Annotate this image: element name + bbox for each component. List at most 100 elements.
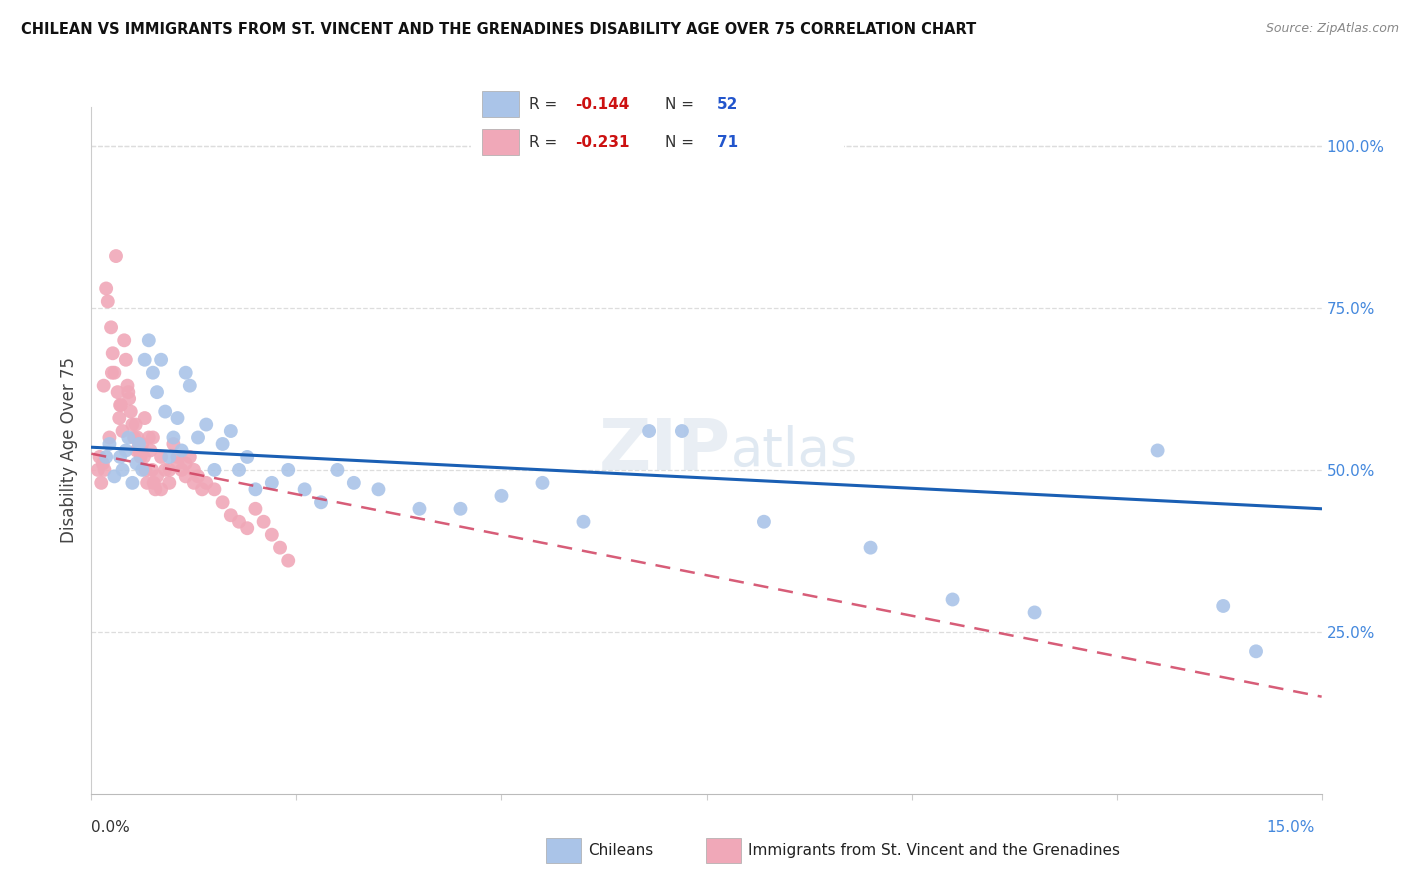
Point <box>277 463 299 477</box>
Point <box>105 249 127 263</box>
Point <box>112 334 135 348</box>
Point <box>174 469 197 483</box>
Point <box>125 457 148 471</box>
Text: 0.0%: 0.0% <box>91 821 131 835</box>
Point <box>187 469 209 483</box>
Point <box>89 450 111 464</box>
Text: 15.0%: 15.0% <box>1267 821 1315 835</box>
Point <box>326 463 349 477</box>
Point <box>941 592 963 607</box>
Point <box>93 378 115 392</box>
Point <box>211 495 233 509</box>
Point <box>124 417 148 432</box>
FancyBboxPatch shape <box>460 78 855 168</box>
Point <box>122 430 145 444</box>
Point <box>1146 443 1168 458</box>
Point <box>103 366 125 380</box>
Point <box>114 443 138 458</box>
Point <box>111 463 134 477</box>
Point <box>1024 606 1046 620</box>
Point <box>211 437 233 451</box>
Point <box>121 475 143 490</box>
Point <box>219 508 242 523</box>
Point <box>309 495 332 509</box>
Text: atlas: atlas <box>731 425 859 476</box>
Point <box>367 483 389 497</box>
Point <box>125 443 148 458</box>
Point <box>121 417 143 432</box>
Point <box>531 475 554 490</box>
Point <box>103 469 125 483</box>
Point <box>132 450 155 464</box>
Point <box>114 352 138 367</box>
Point <box>162 430 184 444</box>
Point <box>170 443 193 458</box>
Point <box>179 378 201 392</box>
Point <box>96 450 117 464</box>
Point <box>449 501 471 516</box>
Point <box>162 437 184 451</box>
Point <box>153 463 177 477</box>
Point <box>131 463 153 477</box>
Text: Source: ZipAtlas.com: Source: ZipAtlas.com <box>1265 22 1399 36</box>
Point <box>150 450 173 464</box>
Point <box>117 385 139 400</box>
Text: 71: 71 <box>717 135 738 150</box>
Point <box>157 463 180 477</box>
Point <box>110 398 132 412</box>
Point <box>101 346 124 360</box>
Point <box>142 366 165 380</box>
Point <box>859 541 882 555</box>
Point <box>157 475 180 490</box>
Point <box>98 430 121 444</box>
Point <box>153 404 177 418</box>
Point <box>96 281 117 295</box>
Point <box>269 541 291 555</box>
Point <box>179 450 201 464</box>
Point <box>408 501 430 516</box>
Point <box>166 457 188 471</box>
Text: N =: N = <box>665 135 699 150</box>
Point <box>142 475 165 490</box>
Point <box>245 483 267 497</box>
Point <box>98 437 121 451</box>
Text: CHILEAN VS IMMIGRANTS FROM ST. VINCENT AND THE GRENADINES DISABILITY AGE OVER 75: CHILEAN VS IMMIGRANTS FROM ST. VINCENT A… <box>21 22 976 37</box>
Bar <box>482 91 519 117</box>
Point <box>108 411 131 425</box>
Point <box>166 411 188 425</box>
Y-axis label: Disability Age Over 75: Disability Age Over 75 <box>59 358 77 543</box>
Point <box>97 294 120 309</box>
Point <box>117 378 139 392</box>
Point <box>572 515 595 529</box>
Point <box>183 475 205 490</box>
Point <box>135 463 156 477</box>
Point <box>128 437 150 451</box>
Point <box>93 463 115 477</box>
Point <box>100 320 122 334</box>
Point <box>202 463 225 477</box>
Point <box>260 527 283 541</box>
Point <box>187 430 209 444</box>
Text: N =: N = <box>665 96 699 112</box>
Text: Immigrants from St. Vincent and the Grenadines: Immigrants from St. Vincent and the Gren… <box>748 844 1121 858</box>
Point <box>195 417 218 432</box>
Point <box>191 483 214 497</box>
Point <box>141 463 163 477</box>
Point <box>117 430 139 444</box>
Point <box>236 450 259 464</box>
Point <box>134 411 156 425</box>
Text: -0.231: -0.231 <box>575 135 630 150</box>
Point <box>90 475 112 490</box>
Text: R =: R = <box>529 96 562 112</box>
Point <box>195 475 218 490</box>
Point <box>166 450 188 464</box>
Point <box>128 443 150 458</box>
Point <box>134 352 156 367</box>
Point <box>228 463 250 477</box>
Point <box>91 457 114 471</box>
Point <box>752 515 775 529</box>
Point <box>174 366 197 380</box>
Point <box>131 437 153 451</box>
Bar <box>482 129 519 155</box>
Text: -0.144: -0.144 <box>575 96 630 112</box>
